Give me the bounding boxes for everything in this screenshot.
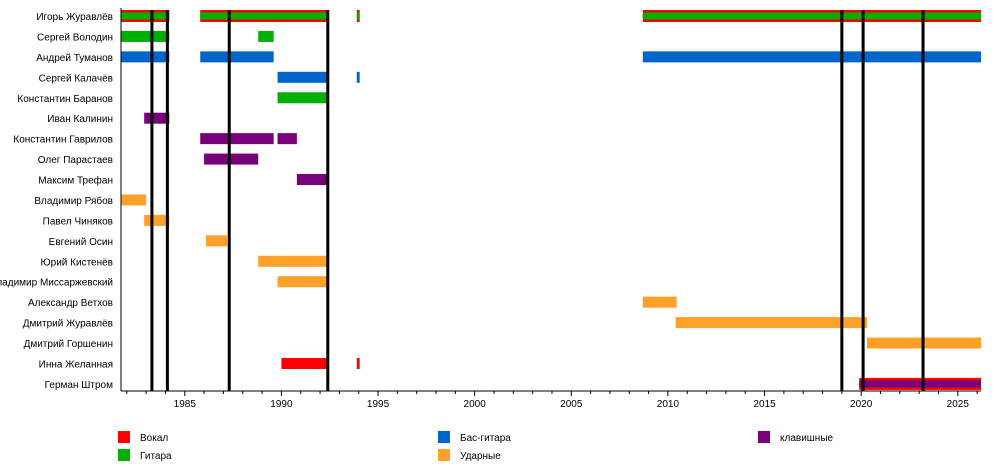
member-label: Герман Штром [45, 380, 113, 391]
legend-swatch-keys [758, 431, 770, 443]
member-label: Игорь Журавлёв [36, 12, 113, 23]
period-bar-keys [859, 380, 981, 388]
member-label: Дмитрий Горшенин [24, 339, 113, 350]
member-label: Константин Гаврилов [13, 135, 113, 146]
period-bar-drums [675, 317, 867, 329]
member-label: Константин Баранов [17, 94, 113, 105]
member-label: Андрей Туманов [36, 53, 113, 64]
period-bar-guitar [277, 92, 328, 104]
legend-label-drums: Ударные [460, 451, 501, 462]
period-bar-drums [642, 296, 677, 308]
period-bar-keys [277, 133, 297, 145]
period-bar-keys [200, 133, 274, 145]
period-bar-keys [204, 153, 259, 165]
period-bar-keys [144, 112, 170, 124]
period-bar-keys [296, 174, 328, 186]
period-bar-bass [642, 51, 981, 63]
x-tick-label: 2010 [657, 399, 680, 410]
x-tick-label: 1985 [174, 399, 197, 410]
member-label: Иван Калинин [47, 114, 113, 125]
member-label: Дмитрий Журавлёв [23, 319, 113, 330]
period-bar-vocal [356, 357, 360, 369]
member-label: Олег Парастаев [38, 155, 113, 166]
period-bar-drums [121, 194, 147, 206]
period-bar-bass [356, 71, 360, 83]
legend-swatch-vocal [118, 431, 130, 443]
period-bar-vocal [281, 357, 328, 369]
period-bar-bass [200, 51, 274, 63]
period-bar-guitar [356, 12, 360, 20]
period-bar-guitar [200, 12, 328, 20]
member-label: Александр Ветхов [28, 298, 113, 309]
period-bar-bass [277, 71, 328, 83]
period-bar-drums [144, 214, 170, 226]
period-bar-guitar [258, 30, 274, 42]
x-tick-label: 2020 [850, 399, 873, 410]
member-label: Юрий Кистенёв [41, 257, 113, 268]
x-tick-label: 2015 [753, 399, 776, 410]
x-tick-label: 1995 [367, 399, 390, 410]
x-tick-label: 2025 [947, 399, 970, 410]
legend-swatch-drums [438, 449, 450, 461]
period-bar-drums [258, 255, 328, 267]
legend-label-guitar: Гитара [140, 451, 172, 462]
member-label: Сергей Калачёв [39, 73, 113, 84]
legend-swatch-guitar [118, 449, 130, 461]
member-label: Павел Чиняков [43, 216, 113, 227]
member-label: Евгений Осин [49, 237, 113, 248]
legend-label-bass: Бас-гитара [460, 433, 511, 444]
legend-swatch-bass [438, 431, 450, 443]
period-bar-guitar [121, 30, 170, 42]
member-label: Владимир Миссаржевский [0, 278, 113, 289]
member-label: Сергей Володин [37, 32, 113, 43]
legend-label-keys: клавишные [780, 433, 834, 444]
period-bar-guitar [642, 12, 981, 20]
x-tick-label: 2005 [560, 399, 583, 410]
period-bar-drums [277, 276, 328, 288]
period-bar-drums [206, 235, 228, 247]
x-tick-label: 1990 [270, 399, 293, 410]
member-label: Владимир Рябов [34, 195, 113, 207]
x-tick-label: 2000 [464, 399, 487, 410]
member-label: Максим Трефан [38, 175, 113, 187]
member-label: Инна Желанная [39, 359, 113, 370]
period-bar-bass [121, 51, 170, 63]
legend-label-vocal: Вокал [140, 433, 168, 444]
period-bar-guitar [121, 12, 170, 20]
